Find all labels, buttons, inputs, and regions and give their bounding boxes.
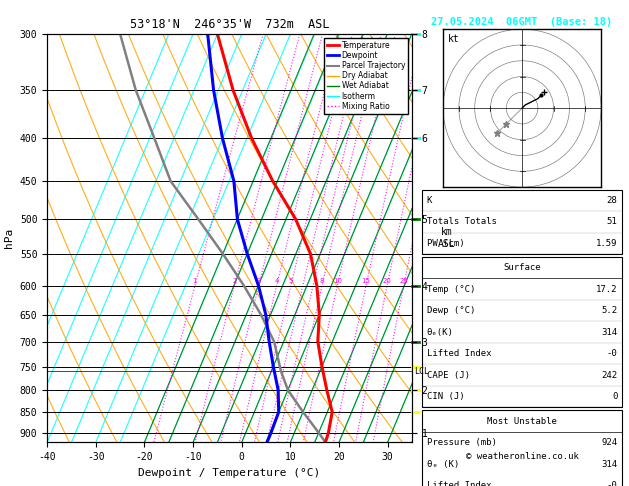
Text: Most Unstable: Most Unstable [487,417,557,426]
Text: 15: 15 [362,278,370,284]
Text: 5: 5 [289,278,293,284]
Text: 3: 3 [257,278,261,284]
Text: © weatheronline.co.uk: © weatheronline.co.uk [465,452,579,461]
X-axis label: Dewpoint / Temperature (°C): Dewpoint / Temperature (°C) [138,468,321,478]
Text: 242: 242 [601,371,618,380]
Text: 20: 20 [382,278,391,284]
Text: CIN (J): CIN (J) [426,392,464,401]
Y-axis label: hPa: hPa [4,228,14,248]
Text: kt: kt [448,34,460,44]
Text: CAPE (J): CAPE (J) [426,371,470,380]
Text: Surface: Surface [503,263,541,272]
Text: K: K [426,196,432,205]
Text: 924: 924 [601,438,618,447]
Text: θₑ (K): θₑ (K) [426,460,459,469]
Text: 314: 314 [601,328,618,337]
Text: 8: 8 [320,278,325,284]
Text: 1.59: 1.59 [596,239,618,248]
Text: 25: 25 [399,278,408,284]
Text: Lifted Index: Lifted Index [426,481,491,486]
Text: 10: 10 [333,278,342,284]
Legend: Temperature, Dewpoint, Parcel Trajectory, Dry Adiabat, Wet Adiabat, Isotherm, Mi: Temperature, Dewpoint, Parcel Trajectory… [324,38,408,114]
Text: 28: 28 [607,196,618,205]
Text: 5.2: 5.2 [601,306,618,315]
Text: Lifted Index: Lifted Index [426,349,491,358]
Text: 4: 4 [274,278,279,284]
Text: θₑ(K): θₑ(K) [426,328,454,337]
Text: Pressure (mb): Pressure (mb) [426,438,496,447]
Title: 53°18'N  246°35'W  732m  ASL: 53°18'N 246°35'W 732m ASL [130,18,330,32]
Text: -0: -0 [607,349,618,358]
Text: PW (cm): PW (cm) [426,239,464,248]
Text: -0: -0 [607,481,618,486]
Text: 51: 51 [607,217,618,226]
Text: LCL: LCL [414,367,429,376]
Text: Temp (°C): Temp (°C) [426,285,475,294]
Text: Dewp (°C): Dewp (°C) [426,306,475,315]
Y-axis label: km
ASL: km ASL [438,227,456,249]
Text: 0: 0 [612,392,618,401]
Text: Totals Totals: Totals Totals [426,217,496,226]
Text: 27.05.2024  06GMT  (Base: 18): 27.05.2024 06GMT (Base: 18) [431,17,613,27]
Text: 1: 1 [192,278,198,284]
Text: 2: 2 [232,278,237,284]
Text: 17.2: 17.2 [596,285,618,294]
Text: 314: 314 [601,460,618,469]
